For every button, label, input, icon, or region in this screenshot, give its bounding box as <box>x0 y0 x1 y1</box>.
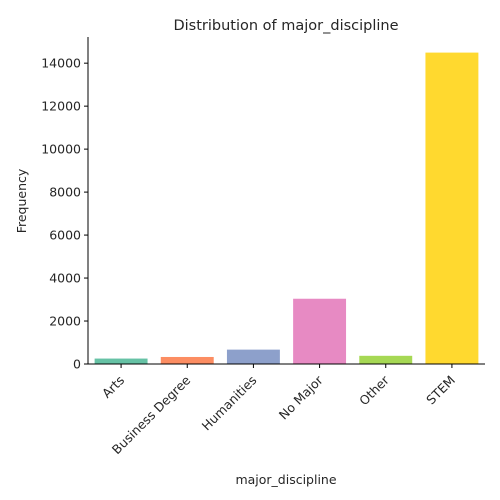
y-tick-label: 8000 <box>49 185 81 200</box>
y-tick-label: 14000 <box>41 56 81 71</box>
bar-stem <box>425 52 479 365</box>
bar-business-degree <box>160 356 214 364</box>
x-tick-label: Humanities <box>199 373 260 434</box>
chart-title: Distribution of major_discipline <box>173 18 398 34</box>
bars <box>94 52 479 365</box>
x-axis-label: major_discipline <box>235 472 336 487</box>
x-tick-label: STEM <box>423 373 458 408</box>
y-axis-label: Frequency <box>14 168 29 233</box>
y-tick-label: 10000 <box>41 142 81 157</box>
y-tick-label: 0 <box>73 357 81 372</box>
bar-arts <box>94 358 148 364</box>
bar-other <box>359 355 413 364</box>
y-axis: 0 2000 4000 6000 8000 10000 12000 14000 <box>41 37 89 372</box>
bar-no-major <box>293 298 347 364</box>
y-tick-label: 6000 <box>49 228 81 243</box>
x-tick-label: No Major <box>276 372 327 423</box>
y-ticks: 0 2000 4000 6000 8000 10000 12000 14000 <box>41 56 88 372</box>
bar-humanities <box>226 349 280 364</box>
y-tick-label: 12000 <box>41 99 81 114</box>
x-tick-label: Other <box>356 372 392 408</box>
y-tick-label: 2000 <box>49 314 81 329</box>
x-tick-label: Arts <box>99 373 127 401</box>
y-tick-label: 4000 <box>49 271 81 286</box>
